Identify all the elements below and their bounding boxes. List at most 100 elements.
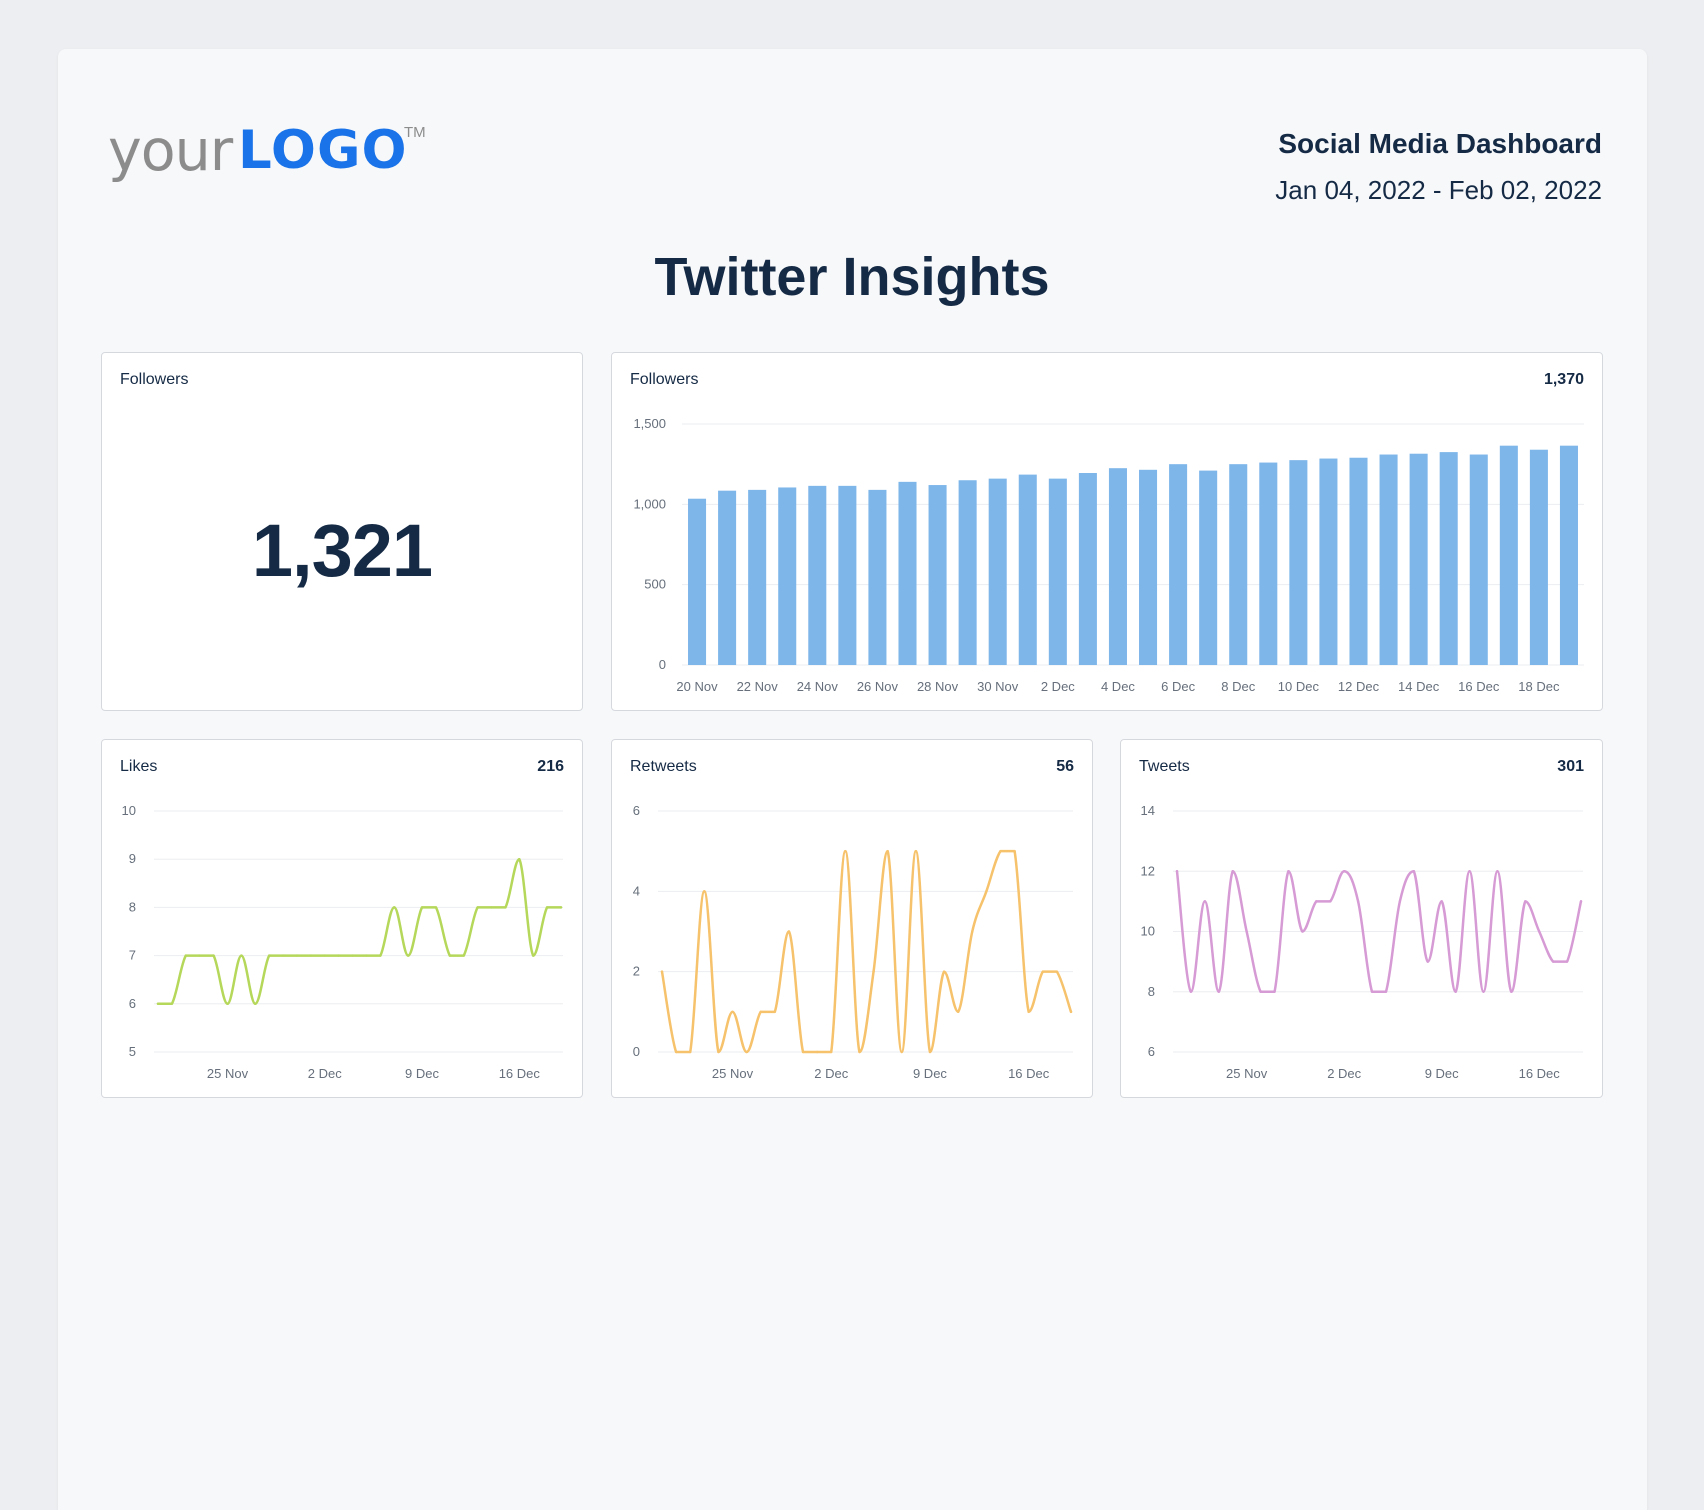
data-point xyxy=(914,849,918,853)
bar xyxy=(718,490,737,665)
bar xyxy=(1439,452,1458,665)
x-tick-label: 2 Dec xyxy=(1041,679,1075,694)
bar xyxy=(1078,473,1097,665)
data-point xyxy=(1027,1010,1030,1014)
likes-line-chart: 5 6 7 8 9 10 25 Nov 2 Dec 9 Dec 16 Dec xyxy=(122,803,563,1081)
card-title: Followers xyxy=(120,371,189,388)
data-point xyxy=(1069,1010,1073,1014)
bar xyxy=(688,498,707,665)
x-tick-label: 18 Dec xyxy=(1518,679,1560,694)
x-tick-label: 16 Dec xyxy=(1458,679,1500,694)
data-point xyxy=(1565,960,1569,963)
data-point xyxy=(1356,900,1360,903)
data-point xyxy=(309,954,313,957)
likes-chart-card: Likes 216 5 6 7 8 9 10 25 Nov 2 Dec 9 Dec 16 Dec xyxy=(101,739,583,1098)
data-point xyxy=(476,906,479,909)
x-tick-label: 2 Dec xyxy=(814,1066,848,1081)
page-title: Twitter Insights xyxy=(654,247,1050,307)
followers-bar-chart: 0 500 1,000 1,500 20 Nov 22 Nov 24 Nov 26 Nov 28… xyxy=(633,416,1584,694)
data-point xyxy=(365,954,368,957)
x-tick-label: 25 Nov xyxy=(712,1066,754,1081)
followers-kpi-value: 1,321 xyxy=(251,509,433,592)
data-point xyxy=(532,954,535,957)
data-point xyxy=(830,1050,833,1054)
data-point xyxy=(773,1010,777,1014)
bar xyxy=(1229,464,1248,665)
data-point xyxy=(689,1050,692,1054)
x-tick-label: 9 Dec xyxy=(1425,1066,1459,1081)
data-point xyxy=(1273,990,1276,993)
y-tick-label: 6 xyxy=(1148,1044,1155,1059)
y-tick-label: 14 xyxy=(1141,803,1155,818)
series-line xyxy=(1175,870,1583,993)
retweets-line-chart: 0 2 4 6 25 Nov 2 Dec 9 Dec 16 Dec xyxy=(633,803,1073,1081)
x-tick-label: 20 Nov xyxy=(676,679,718,694)
tweets-chart-card: Tweets 301 6 8 10 12 14 25 Nov 2 Dec 9 Dec 16 De… xyxy=(1120,739,1603,1098)
bar xyxy=(1559,445,1578,665)
bar xyxy=(868,489,887,665)
logo-trademark: TM xyxy=(404,124,426,141)
data-point xyxy=(942,970,946,973)
data-point xyxy=(759,1010,762,1014)
x-tick-label: 24 Nov xyxy=(797,679,839,694)
x-tick-label: 16 Dec xyxy=(499,1066,541,1081)
data-point xyxy=(1287,870,1290,873)
x-tick-label: 22 Nov xyxy=(737,679,779,694)
bar xyxy=(1469,454,1488,665)
x-tick-label: 30 Nov xyxy=(977,679,1019,694)
data-point xyxy=(1398,900,1402,903)
bar xyxy=(1018,474,1037,665)
data-point xyxy=(281,954,285,957)
bar xyxy=(1289,460,1308,665)
data-point xyxy=(1454,990,1457,993)
x-tick-label: 8 Dec xyxy=(1221,679,1255,694)
card-title: Tweets xyxy=(1139,758,1190,775)
card-title: Retweets xyxy=(630,758,697,775)
data-point xyxy=(745,1050,748,1054)
data-point xyxy=(717,1050,720,1054)
data-point xyxy=(1524,900,1527,903)
retweets-chart-card: Retweets 56 0 2 4 6 25 Nov 2 Dec 9 Dec 16 Dec xyxy=(611,739,1093,1098)
data-point xyxy=(1259,990,1262,993)
bar xyxy=(1319,458,1338,665)
report-title: Social Media Dashboard xyxy=(1278,128,1602,159)
followers-kpi-card: Followers 1,321 xyxy=(101,352,583,711)
y-tick-label: 8 xyxy=(1148,984,1155,999)
data-point xyxy=(212,954,215,957)
y-tick-label: 10 xyxy=(122,803,136,818)
card-total: 216 xyxy=(537,758,564,775)
data-point xyxy=(1384,990,1388,993)
data-point xyxy=(1055,970,1059,973)
data-point xyxy=(1013,849,1016,853)
data-point xyxy=(156,1002,160,1005)
data-point xyxy=(844,849,847,853)
bar xyxy=(778,487,797,665)
data-point xyxy=(985,890,988,893)
bar xyxy=(1139,469,1158,665)
data-point xyxy=(1538,930,1541,933)
bar xyxy=(958,480,977,665)
y-tick-label: 7 xyxy=(129,948,136,963)
y-tick-label: 0 xyxy=(659,657,666,672)
data-point xyxy=(660,970,664,973)
y-tick-label: 8 xyxy=(129,899,136,914)
data-point xyxy=(815,1050,819,1054)
x-tick-label: 14 Dec xyxy=(1398,679,1440,694)
data-point xyxy=(198,954,201,957)
data-point xyxy=(323,954,326,957)
data-point xyxy=(886,849,889,853)
data-point xyxy=(448,954,452,957)
data-point xyxy=(295,954,299,957)
y-tick-label: 6 xyxy=(129,996,136,1011)
bar xyxy=(808,485,827,665)
data-point xyxy=(1468,870,1471,873)
y-tick-label: 4 xyxy=(633,883,640,898)
bar xyxy=(1048,478,1067,665)
data-point xyxy=(1342,870,1346,873)
x-tick-label: 6 Dec xyxy=(1161,679,1195,694)
data-point xyxy=(1245,930,1248,933)
data-point xyxy=(379,954,382,957)
data-point xyxy=(490,906,493,909)
x-tick-label: 16 Dec xyxy=(1008,1066,1050,1081)
data-point xyxy=(801,1050,805,1054)
